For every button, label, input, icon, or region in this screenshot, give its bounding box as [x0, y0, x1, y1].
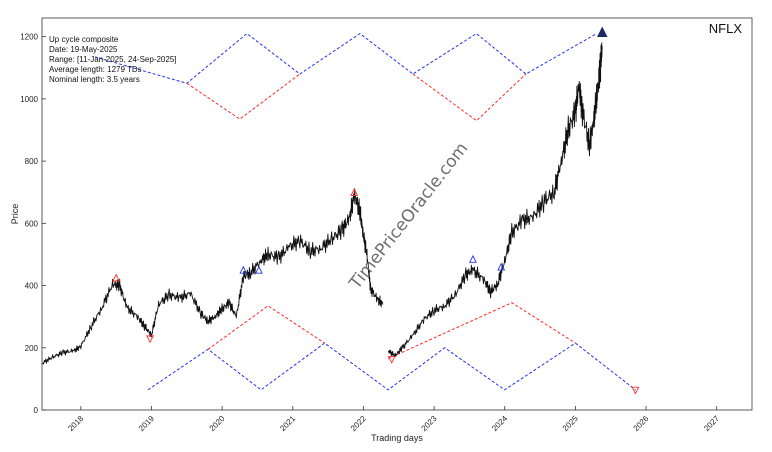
price-line-segment: [42, 188, 384, 365]
blue-up-marker: [239, 265, 248, 274]
blue-up-marker: [469, 254, 477, 263]
x-tick-label: 2020: [208, 414, 227, 433]
info-line: Nominal length: 3.5 years: [49, 75, 140, 84]
y-axis-title: Price: [10, 204, 20, 225]
red-cycle-line: [412, 73, 527, 122]
cycle-markers: [112, 26, 640, 395]
red-down-marker: [387, 355, 396, 364]
red-down-marker: [146, 335, 155, 344]
y-tick-label: 400: [25, 282, 39, 291]
blue-cycle-line: [147, 342, 576, 391]
info-line: Up cycle composite: [49, 35, 119, 44]
y-tick-label: 600: [25, 219, 39, 228]
info-line: Range: [11-Jan-2025, 24-Sep-2025]: [49, 55, 177, 64]
red-down-marker: [631, 386, 640, 395]
x-tick-label: 2025: [561, 414, 580, 433]
x-tick-label: 2023: [420, 414, 439, 433]
y-tick-label: 1200: [20, 33, 38, 42]
navy-up-marker: [597, 26, 608, 37]
info-box: Up cycle composite Date: 19-May-2025 Ran…: [49, 35, 177, 84]
red-cycle-line: [186, 73, 301, 120]
y-axis: 0 200 400 600 800 1000 1200: [20, 33, 46, 415]
info-line: Date: 19-May-2025: [49, 45, 118, 54]
x-tick-label: 2021: [278, 414, 297, 433]
x-tick-label: 2022: [349, 414, 368, 433]
x-tick-label: 2027: [702, 414, 721, 433]
price-line-segment: [387, 42, 603, 357]
plot-area: [41, 17, 753, 411]
ticker-label: NFLX: [709, 21, 743, 36]
y-tick-label: 800: [25, 157, 39, 166]
y-tick-label: 1000: [20, 95, 38, 104]
red-cycle-line: [387, 302, 576, 360]
y-tick-label: 200: [25, 344, 39, 353]
red-up-marker: [350, 188, 359, 196]
blue-cycle-line: [94, 32, 597, 84]
cycle-lines: [94, 32, 636, 391]
x-tick-label: 2024: [490, 414, 509, 433]
y-tick-label: 0: [34, 406, 39, 415]
info-line: Average length: 1279 TDs: [49, 65, 142, 74]
x-tick-label: 2019: [137, 414, 156, 433]
blue-cycle-line: [575, 342, 636, 391]
x-tick-label: 2026: [631, 414, 650, 433]
x-tick-label: 2018: [66, 414, 85, 433]
x-axis-title: Trading days: [371, 433, 423, 443]
red-up-marker: [112, 273, 121, 282]
blue-up-marker: [497, 262, 506, 271]
price-series: [42, 42, 603, 365]
blue-up-marker: [254, 265, 263, 274]
